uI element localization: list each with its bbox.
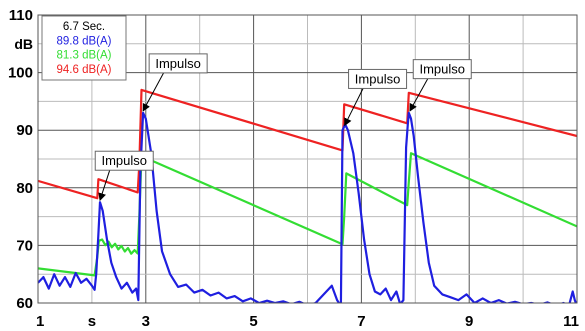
annotation-label: Impulso [101, 153, 147, 168]
x-tick-label: 9 [465, 313, 473, 330]
annotation-arrow [409, 78, 429, 112]
x-tick-label: 7 [357, 313, 365, 330]
legend-entry: 94.6 dB(A) [57, 64, 112, 76]
y-tick-label: 100 [8, 65, 33, 82]
y-tick-label: 90 [16, 122, 33, 139]
y-tick-label: 110 [9, 7, 33, 24]
annotation-arrow [98, 170, 111, 202]
annotation-label: Impulso [155, 56, 201, 71]
legend-entry: 89.8 dB(A) [57, 35, 112, 47]
y-tick-label: 60 [16, 295, 33, 312]
annotation-arrow [142, 72, 165, 112]
annotation-box [148, 53, 208, 74]
legend-entry: 81.3 dB(A) [57, 50, 112, 62]
legend: 6.7 Sec. 89.8 dB(A) 81.3 dB(A) 94.6 dB(A) [41, 15, 127, 81]
annotation-box [94, 150, 154, 171]
y-tick-label: 80 [16, 180, 33, 197]
annotation-arrow [344, 88, 364, 127]
y-tick-label: 70 [16, 237, 33, 254]
x-tick-label: 11 [563, 313, 579, 330]
annotation-box [412, 59, 472, 80]
x-tick-label: 1 [36, 313, 44, 330]
annotation-box [348, 68, 408, 89]
annotations: Impulso Impulso Impulso Impulso [94, 53, 472, 202]
y-unit-label: dB [14, 36, 33, 52]
x-tick-label: 3 [142, 313, 150, 330]
legend-entry: 6.7 Sec. [63, 21, 105, 33]
x-unit-label: s [88, 313, 96, 330]
annotation-label: Impulso [355, 71, 401, 86]
x-tick-label: 5 [249, 313, 257, 330]
legend-box [41, 15, 127, 81]
series-line-1 [38, 152, 577, 277]
series-group [38, 88, 577, 303]
annotation-label: Impulso [419, 62, 465, 77]
series-line-2 [38, 111, 577, 303]
tick-labels: 60 70 80 90 100 110 1 3 5 7 9 11 [8, 7, 579, 330]
plot-frame [37, 14, 578, 304]
